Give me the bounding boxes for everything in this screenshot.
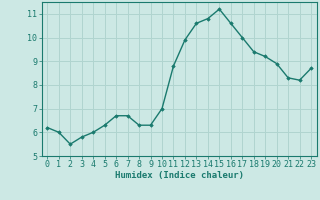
- X-axis label: Humidex (Indice chaleur): Humidex (Indice chaleur): [115, 171, 244, 180]
